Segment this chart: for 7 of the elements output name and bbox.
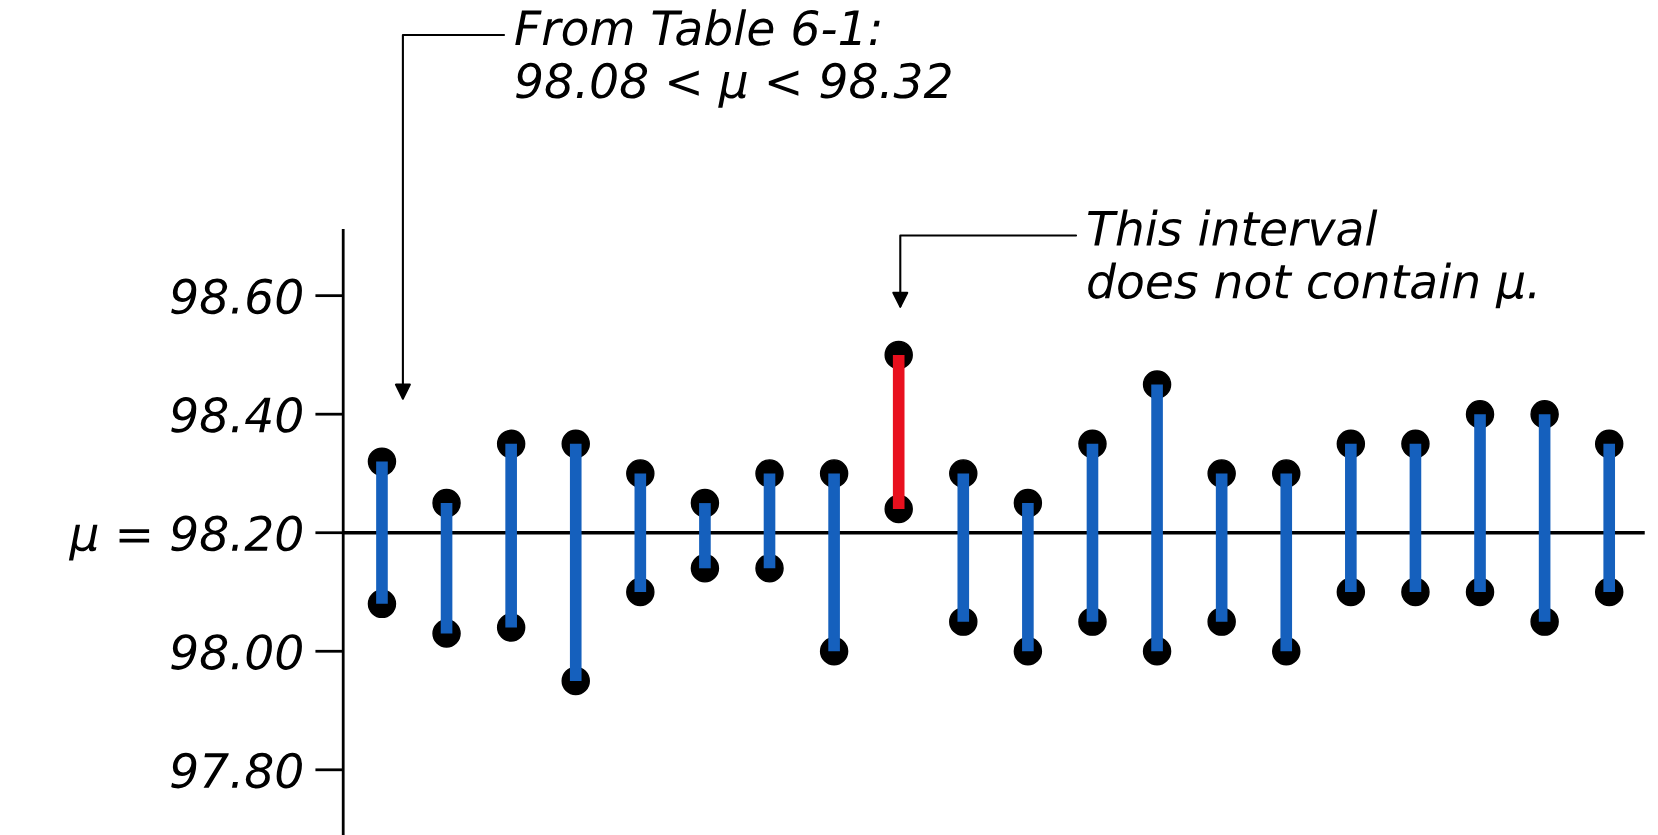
y-tick-label: 98.60 <box>171 278 302 315</box>
y-tick-label: 98.40 <box>171 397 302 433</box>
text: From Table 6-1: 98.08 < μ < 98.32 <box>515 9 951 108</box>
annotation: This interval does not contain μ. <box>1088 209 1535 309</box>
y-tick-label: 97.80 <box>171 752 302 789</box>
y-tick-label: 98.00 <box>171 634 302 670</box>
y-tick-label: μ = 98.20 <box>68 515 302 561</box>
